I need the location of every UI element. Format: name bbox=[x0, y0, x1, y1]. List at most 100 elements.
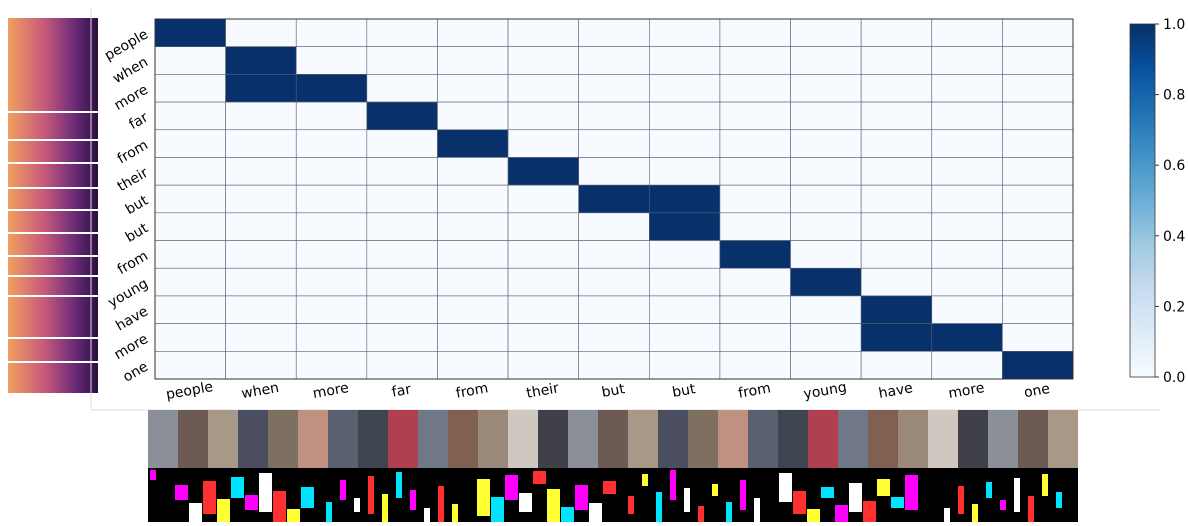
heatmap-cell bbox=[931, 46, 1003, 75]
video-frame bbox=[178, 410, 208, 468]
heatmap-cell bbox=[860, 295, 933, 324]
heatmap-cell bbox=[225, 240, 297, 269]
mask-blob bbox=[245, 495, 258, 510]
video-frame bbox=[358, 410, 388, 468]
heatmap-cell bbox=[578, 267, 650, 297]
x-tick-label: but bbox=[671, 381, 697, 401]
mask-blob bbox=[491, 497, 504, 526]
heatmap-cell bbox=[790, 129, 862, 158]
mask-blob bbox=[793, 491, 806, 514]
heatmap-cell bbox=[790, 240, 862, 269]
heatmap-cell bbox=[790, 323, 862, 352]
video-frame bbox=[448, 410, 478, 468]
heatmap-cell bbox=[295, 267, 368, 297]
heatmap-cell bbox=[931, 129, 1003, 158]
heatmap-cell bbox=[507, 101, 579, 131]
heatmap-cell bbox=[1002, 323, 1074, 352]
heatmap-cell bbox=[507, 157, 579, 186]
x-tick-label: from bbox=[455, 380, 490, 401]
heatmap-cell bbox=[719, 46, 791, 75]
mask-blob bbox=[354, 498, 360, 512]
video-frame bbox=[688, 410, 718, 468]
mask-blob bbox=[972, 504, 978, 526]
heatmap-cell bbox=[295, 157, 368, 186]
mask-blob bbox=[561, 507, 574, 526]
mask-blob bbox=[835, 505, 848, 526]
video-frame bbox=[328, 410, 358, 468]
heatmap-cell bbox=[719, 212, 791, 241]
mask-blob bbox=[1056, 492, 1062, 508]
heatmap-cell bbox=[366, 295, 438, 324]
heatmap-cell bbox=[719, 18, 791, 47]
heatmap-cell bbox=[860, 323, 933, 352]
mask-blob bbox=[505, 475, 518, 500]
mask-blob bbox=[287, 509, 300, 526]
heatmap-cell bbox=[860, 129, 933, 158]
heatmap-cell bbox=[719, 157, 791, 186]
heatmap-cell bbox=[295, 101, 368, 131]
heatmap-cell bbox=[931, 184, 1003, 214]
mask-blob bbox=[217, 499, 230, 526]
heatmap-cell bbox=[154, 323, 226, 352]
heatmap-cell bbox=[931, 351, 1003, 380]
heatmap-cell bbox=[225, 18, 297, 47]
mask-blob bbox=[740, 480, 746, 510]
heatmap-cell bbox=[719, 351, 791, 380]
mask-blob bbox=[273, 491, 286, 524]
heatmap-cell bbox=[366, 46, 438, 75]
heatmap-cell bbox=[578, 101, 650, 131]
video-frame bbox=[838, 410, 868, 468]
heatmap-cell bbox=[154, 129, 226, 158]
mask-blob bbox=[698, 506, 704, 524]
video-frame bbox=[928, 410, 958, 468]
heatmap-cell bbox=[1002, 267, 1074, 297]
heatmap-cell bbox=[578, 295, 650, 324]
video-frame bbox=[808, 410, 838, 468]
heatmap-cell bbox=[225, 101, 297, 131]
mask-blob bbox=[301, 487, 314, 508]
heatmap-cell bbox=[860, 18, 933, 47]
x-tick-label: their bbox=[525, 380, 560, 401]
heatmap-cell bbox=[649, 351, 721, 380]
heatmap-cell bbox=[931, 157, 1003, 186]
video-frame bbox=[748, 410, 778, 468]
heatmap-cell bbox=[295, 74, 368, 103]
heatmap-cell bbox=[437, 129, 509, 158]
heatmap-cell bbox=[1002, 212, 1074, 241]
heatmap-cell bbox=[437, 323, 509, 352]
mask-blob bbox=[863, 501, 876, 524]
heatmap-cell bbox=[437, 267, 509, 297]
heatmap-cell bbox=[507, 129, 579, 158]
heatmap-cell bbox=[931, 323, 1003, 352]
x-tick-label: more bbox=[312, 380, 350, 402]
video-frame bbox=[868, 410, 898, 468]
heatmap-cell bbox=[295, 323, 368, 352]
video-frame bbox=[658, 410, 688, 468]
heatmap-cell bbox=[860, 74, 933, 103]
heatmap-cell bbox=[1002, 101, 1074, 131]
heatmap-cell bbox=[649, 46, 721, 75]
heatmap-cell bbox=[790, 46, 862, 75]
heatmap-cell bbox=[154, 295, 226, 324]
x-tick-label: but bbox=[600, 381, 626, 401]
heatmap-cell bbox=[507, 212, 579, 241]
heatmap-cell bbox=[790, 212, 862, 241]
heatmap-cell bbox=[1002, 74, 1074, 103]
heatmap-cell bbox=[437, 101, 509, 131]
video-frame bbox=[508, 410, 538, 468]
mask-blob bbox=[1014, 478, 1020, 512]
mask-blob bbox=[712, 484, 718, 496]
heatmap-cell bbox=[790, 74, 862, 103]
heatmap-cell bbox=[719, 74, 791, 103]
heatmap-cell bbox=[860, 184, 933, 214]
heatmap-cell bbox=[366, 129, 438, 158]
heatmap-cell bbox=[225, 351, 297, 380]
mask-blob bbox=[424, 508, 430, 522]
heatmap-cell bbox=[578, 74, 650, 103]
heatmap-cell bbox=[225, 157, 297, 186]
heatmap-cell bbox=[1002, 18, 1074, 47]
heatmap-cell bbox=[860, 351, 933, 380]
heatmap-cell bbox=[790, 18, 862, 47]
heatmap-cell bbox=[931, 212, 1003, 241]
